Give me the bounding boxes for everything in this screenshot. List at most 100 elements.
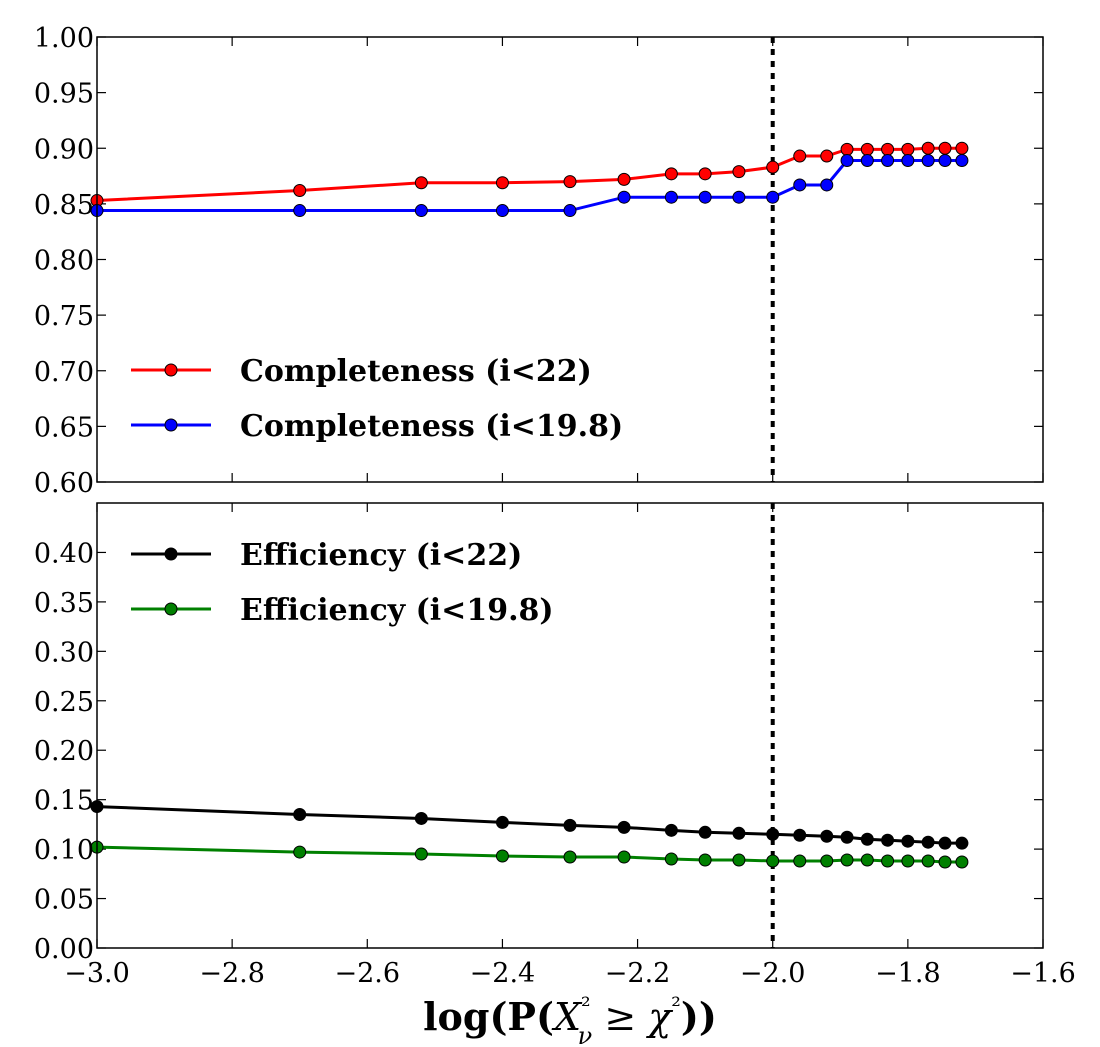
y-tick-label: 0.65 — [34, 412, 94, 443]
data-point — [698, 853, 712, 867]
data-point — [293, 845, 307, 859]
y-tick-label: 0.90 — [34, 134, 94, 165]
data-point — [414, 811, 428, 825]
data-point — [617, 172, 631, 186]
data-point — [766, 190, 780, 204]
data-point — [293, 808, 307, 821]
data-point — [901, 834, 915, 848]
y-tick-label: 0.05 — [34, 885, 94, 916]
data-point — [793, 828, 807, 842]
data-point — [938, 141, 952, 155]
legend-marker — [164, 547, 178, 561]
legend-completeness: Completeness (i<22) Completeness (i<19.8) — [131, 354, 623, 444]
data-point — [938, 836, 952, 850]
data-point — [820, 149, 834, 163]
data-point — [840, 853, 854, 867]
y-tick-label: 0.80 — [34, 246, 94, 277]
data-point — [820, 178, 834, 192]
data-point — [617, 850, 631, 864]
y-tick-label: 0.40 — [34, 538, 94, 569]
legend-marker — [164, 363, 178, 377]
legend-label: Completeness (i<22) — [240, 354, 592, 389]
data-point — [495, 176, 509, 190]
data-point — [698, 167, 712, 181]
data-point — [921, 854, 935, 868]
data-point — [563, 204, 577, 218]
data-point — [293, 184, 307, 198]
x-tick-label: −1.6 — [1010, 958, 1076, 989]
data-point — [860, 142, 874, 156]
data-point — [563, 175, 577, 189]
x-tick-label: −2.8 — [199, 958, 265, 989]
data-point — [495, 815, 509, 829]
y-tick-label: 1.00 — [34, 23, 94, 54]
data-point — [921, 835, 935, 849]
data-point — [955, 153, 969, 167]
data-point — [664, 852, 678, 866]
data-point — [766, 827, 780, 841]
y-tick-label: 0.25 — [34, 687, 94, 718]
plot-frame-top — [96, 36, 1044, 483]
plot-frame-bottom — [96, 502, 1044, 949]
data-point — [860, 853, 874, 867]
data-point — [820, 829, 834, 843]
data-point — [664, 823, 678, 837]
y-tick-label: 0.10 — [34, 835, 94, 866]
x-tick-label: −2.2 — [605, 958, 671, 989]
data-point — [921, 153, 935, 167]
legend-label: Efficiency (i<22) — [240, 538, 522, 573]
legend-marker — [164, 418, 178, 432]
data-point — [495, 204, 509, 218]
y-tick-label: 0.30 — [34, 637, 94, 668]
data-point — [938, 153, 952, 167]
data-point — [664, 167, 678, 181]
data-point — [881, 142, 895, 156]
data-point — [793, 854, 807, 868]
data-point — [414, 847, 428, 861]
data-point — [901, 142, 915, 156]
y-tick-label: 0.20 — [34, 736, 94, 767]
data-point — [293, 204, 307, 218]
data-point — [617, 820, 631, 834]
x-tick-label: −2.0 — [740, 958, 806, 989]
data-point — [766, 160, 780, 174]
data-point — [840, 830, 854, 844]
data-point — [495, 849, 509, 863]
y-tick-label: 0.00 — [34, 934, 94, 965]
data-point — [617, 190, 631, 204]
data-point — [732, 165, 746, 179]
data-point — [766, 854, 780, 868]
data-point — [414, 204, 428, 218]
y-tick-label: 0.75 — [34, 301, 94, 332]
legend-label: Completeness (i<19.8) — [240, 409, 623, 444]
data-point — [938, 855, 952, 869]
data-point — [955, 141, 969, 155]
data-point — [860, 832, 874, 846]
y-tick-label: 0.95 — [34, 79, 94, 110]
x-tick-label: −2.4 — [470, 958, 536, 989]
data-point — [698, 825, 712, 839]
data-point — [955, 855, 969, 869]
data-point — [881, 153, 895, 167]
data-point — [732, 826, 746, 840]
data-point — [840, 153, 854, 167]
data-point — [414, 176, 428, 190]
data-point — [793, 178, 807, 192]
legend-marker — [164, 602, 178, 616]
completeness-panel: 0.60 0.65 0.70 0.75 0.80 0.85 0.90 0.95 1.00 Com… — [34, 23, 1044, 499]
y-tick-label: 0.15 — [34, 786, 94, 817]
data-point — [860, 153, 874, 167]
legend-label: Efficiency (i<19.8) — [240, 593, 554, 628]
x-tick-label: −3.0 — [64, 958, 130, 989]
x-tick-label: −2.6 — [335, 958, 401, 989]
efficiency-panel: 0.00 0.05 0.10 0.15 0.20 0.25 0.30 0.35 0.40 −3.… — [34, 502, 1076, 989]
data-point — [901, 854, 915, 868]
data-point — [820, 854, 834, 868]
y-tick-label: 0.70 — [34, 357, 94, 388]
data-point — [563, 850, 577, 864]
y-tick-label: 0.35 — [34, 588, 94, 619]
data-point — [955, 836, 969, 850]
data-point — [901, 153, 915, 167]
data-point — [698, 190, 712, 204]
